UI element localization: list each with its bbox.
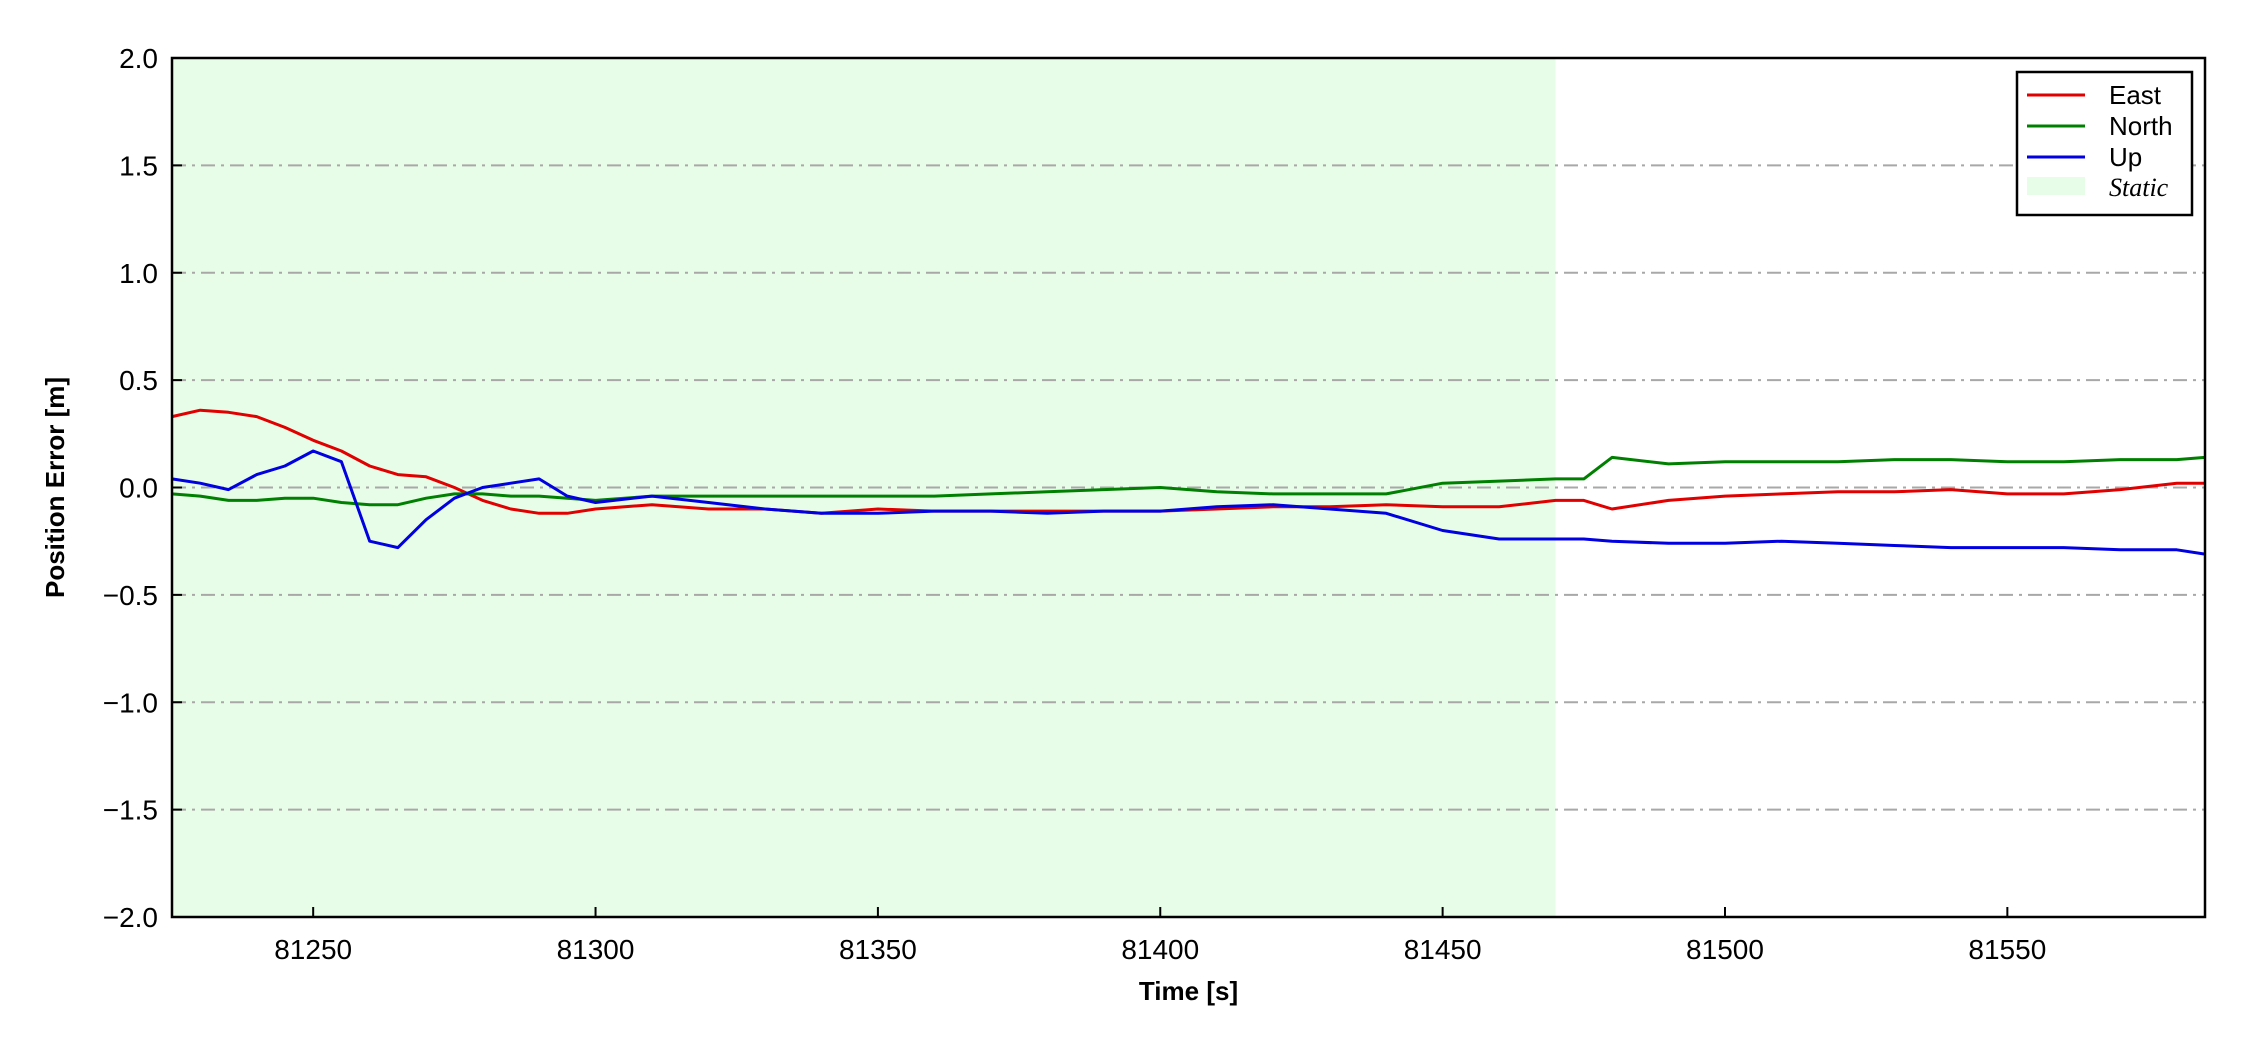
x-tick-label: 81250 [274,934,352,965]
x-tick-label: 81300 [557,934,635,965]
series-line-up [171,449,2206,556]
y-axis-label: Position Error [m] [40,377,70,598]
tick-layer: −2.0 −1.5 −1.0 −0.5 0.0 0.5 1.0 1.5 2.0 81250 8130… [103,43,2047,965]
y-tick-label: −1.0 [103,687,158,718]
y-tick-label: 0.0 [119,473,158,504]
series-layer [171,408,2206,556]
x-tick-label: 81500 [1686,934,1764,965]
y-tick-label: −2.0 [103,902,158,933]
x-axis-label: Time [s] [1139,976,1238,1006]
legend-label-up: Up [2109,142,2142,172]
x-tick-label: 81400 [1121,934,1199,965]
y-tick-label: 2.0 [119,43,158,74]
legend-label-east: East [2109,80,2162,110]
y-tick-label: 1.5 [119,150,158,181]
x-tick-label: 81450 [1404,934,1482,965]
legend-label-static: Static [2109,173,2169,202]
y-tick-label: 0.5 [119,365,158,396]
y-tick-label: −1.5 [103,795,158,826]
series-line-north [171,455,2206,507]
x-tick-label: 81550 [1968,934,2046,965]
grid-layer [172,164,2205,811]
y-tick-label: 1.0 [119,258,158,289]
legend: East North Up Static [2015,70,2194,217]
legend-swatch-static [2027,177,2085,195]
legend-label-north: North [2109,111,2173,141]
y-tick-label: −0.5 [103,580,158,611]
x-tick-label: 81350 [839,934,917,965]
